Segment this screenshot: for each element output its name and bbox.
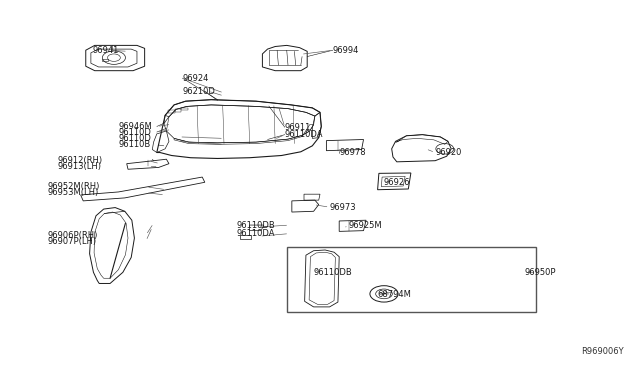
Text: 96110D: 96110D bbox=[118, 134, 151, 143]
Text: 96926: 96926 bbox=[384, 178, 410, 187]
Text: 96913(LH): 96913(LH) bbox=[58, 162, 102, 171]
Text: 96110DA: 96110DA bbox=[285, 130, 323, 139]
Text: 96941: 96941 bbox=[93, 46, 119, 55]
Text: 96994: 96994 bbox=[333, 46, 359, 55]
Text: 96973: 96973 bbox=[330, 203, 356, 212]
Text: 96110DA: 96110DA bbox=[237, 229, 275, 238]
Text: 96911: 96911 bbox=[285, 123, 311, 132]
Text: 96925M: 96925M bbox=[349, 221, 383, 230]
Text: 96953M(LH): 96953M(LH) bbox=[48, 188, 99, 197]
Text: 96924: 96924 bbox=[182, 74, 209, 83]
Text: 96110DB: 96110DB bbox=[314, 268, 353, 277]
Text: 96946M: 96946M bbox=[118, 122, 152, 131]
Text: 96906P(RH): 96906P(RH) bbox=[48, 231, 99, 240]
Text: 68794M: 68794M bbox=[378, 290, 412, 299]
Text: 96952M(RH): 96952M(RH) bbox=[48, 182, 100, 191]
Text: R969006Y: R969006Y bbox=[581, 347, 624, 356]
Text: 96210D: 96210D bbox=[182, 87, 215, 96]
Text: 96907P(LH): 96907P(LH) bbox=[48, 237, 97, 246]
Text: 96978: 96978 bbox=[339, 148, 366, 157]
Bar bbox=[287, 247, 536, 312]
Text: 96110B: 96110B bbox=[118, 140, 150, 149]
Text: 96912(RH): 96912(RH) bbox=[58, 156, 103, 165]
Text: 96110D: 96110D bbox=[118, 128, 151, 137]
Text: 96110DB: 96110DB bbox=[237, 221, 276, 230]
Text: 96950P: 96950P bbox=[525, 268, 556, 277]
Text: 96920: 96920 bbox=[435, 148, 461, 157]
